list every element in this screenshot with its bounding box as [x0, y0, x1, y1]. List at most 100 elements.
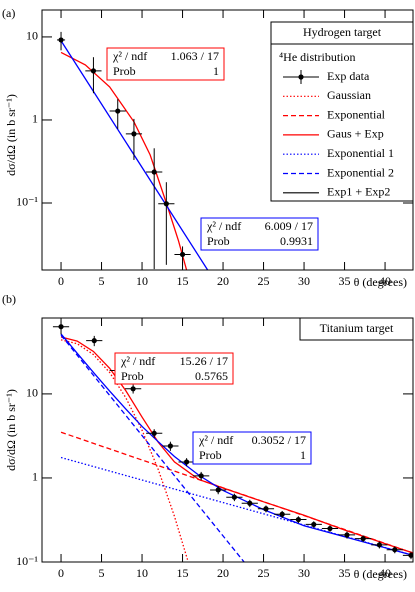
stats-value: 1 — [213, 64, 219, 78]
y-tick-label: 10 — [26, 29, 38, 43]
x-tick-label: 0 — [58, 566, 64, 580]
curves — [56, 31, 209, 270]
data-point — [91, 338, 97, 344]
stats-key: Prob — [121, 369, 144, 383]
data-point — [327, 525, 333, 532]
stats-key: Prob — [113, 64, 136, 78]
data-point — [392, 547, 398, 553]
y-axis-title: dσ/dΩ (in b sr⁻¹) — [4, 389, 18, 471]
data-point — [163, 201, 169, 207]
fit-curve — [60, 334, 245, 562]
panel: (a) 0 5 10 15 20 25 30 35 40 10⁻¹ 1 10 θ (degrees) dσ/… — [2, 6, 414, 289]
data-point — [179, 251, 186, 258]
x-tick-label: 30 — [298, 566, 310, 580]
data-point — [167, 443, 173, 449]
data-point — [58, 324, 64, 330]
data-point — [247, 500, 253, 506]
legend-label: Exponential — [327, 107, 386, 121]
panel: (b) 0 5 10 15 20 25 30 35 40 10⁻¹ 1 10 θ (degrees) dσ/… — [2, 292, 414, 581]
stats-value: 6.009 / 17 — [265, 219, 313, 233]
x-tick-label: 35 — [339, 566, 351, 580]
y-tick-label: 10 — [26, 386, 38, 400]
x-tick-label: 5 — [99, 274, 105, 288]
data-point — [215, 487, 221, 493]
stats-box — [192, 431, 312, 465]
stats-key: Prob — [199, 448, 222, 462]
stats-key: χ² / ndf — [112, 49, 147, 63]
x-tick-label: 20 — [217, 566, 229, 580]
x-tick-label: 35 — [339, 274, 351, 288]
stats-value: 0.5765 — [195, 369, 228, 383]
stats-key: χ² / ndf — [198, 433, 233, 447]
legend-label: Exp1 + Exp2 — [327, 185, 390, 199]
data-point — [231, 494, 237, 500]
stats-value: 0.9931 — [280, 234, 313, 248]
data-point — [183, 459, 190, 465]
plot-frame — [41, 317, 414, 563]
stats-value: 1.063 / 17 — [171, 49, 219, 63]
legend-label: Exponential 2 — [327, 165, 394, 179]
x-tick-label: 10 — [136, 566, 148, 580]
stats-box — [200, 217, 319, 251]
legend-label: Gaussian — [327, 88, 371, 102]
title-box — [299, 317, 414, 341]
data-point — [376, 542, 382, 548]
data-point — [90, 68, 97, 74]
stats-key: χ² / ndf — [120, 354, 155, 368]
curves — [52, 320, 413, 562]
x-tick-label: 0 — [58, 274, 64, 288]
legend-title: ⁴He distribution — [279, 50, 356, 64]
fit-curve — [60, 456, 413, 556]
x-axis-title: θ (degrees) — [354, 567, 407, 581]
x-tick-label: 10 — [136, 274, 148, 288]
stats-value: 1 — [300, 448, 306, 462]
legend-label: Exp data — [327, 69, 370, 83]
data-point — [344, 532, 350, 538]
panel-title: Titanium target — [320, 321, 394, 335]
data-point — [295, 516, 301, 523]
fit-curve — [60, 333, 413, 556]
data-point — [279, 511, 285, 517]
y-tick-label: 10⁻¹ — [16, 195, 38, 209]
panel-title: Hydrogen target — [303, 25, 382, 39]
data-point — [58, 37, 64, 43]
stats-value: 15.26 / 17 — [180, 354, 228, 368]
y-tick-label: 10⁻¹ — [16, 554, 38, 568]
x-tick-label: 5 — [99, 566, 105, 580]
data-point — [151, 430, 157, 436]
data-point — [263, 506, 269, 512]
x-axis-title: θ (degrees) — [354, 275, 407, 289]
x-tick-label: 40 — [379, 274, 391, 288]
data-point — [131, 131, 137, 137]
stats-value: 0.3052 / 17 — [252, 433, 306, 447]
legend-swatch — [298, 74, 304, 80]
legend-box — [270, 43, 414, 202]
x-tick-label: 15 — [177, 274, 189, 288]
data-point — [151, 169, 157, 175]
stats-box — [114, 352, 234, 385]
y-tick-label: 1 — [32, 112, 38, 126]
data-point — [311, 521, 317, 528]
x-tick-label: 25 — [258, 274, 270, 288]
panel-label: (a) — [2, 6, 15, 20]
data-point — [198, 473, 204, 479]
stats-box — [106, 47, 225, 81]
y-tick-label: 1 — [32, 470, 38, 484]
legend-label: Gaus + Exp — [327, 127, 384, 141]
data-point — [130, 386, 136, 392]
fit-curve — [60, 51, 188, 270]
y-axis-title: dσ/dΩ (in b sr⁻¹) — [4, 94, 18, 176]
x-tick-label: 40 — [379, 566, 391, 580]
stats-key: Prob — [207, 234, 230, 248]
panel-label: (b) — [2, 292, 16, 306]
data-point — [360, 535, 366, 542]
x-tick-label: 25 — [258, 566, 270, 580]
x-tick-label: 30 — [298, 274, 310, 288]
x-tick-label: 20 — [217, 274, 229, 288]
fit-curve — [60, 336, 413, 554]
data-point — [115, 108, 121, 114]
stats-key: χ² / ndf — [206, 219, 241, 233]
x-tick-label: 15 — [177, 566, 189, 580]
legend-label: Exponential 1 — [327, 146, 394, 160]
